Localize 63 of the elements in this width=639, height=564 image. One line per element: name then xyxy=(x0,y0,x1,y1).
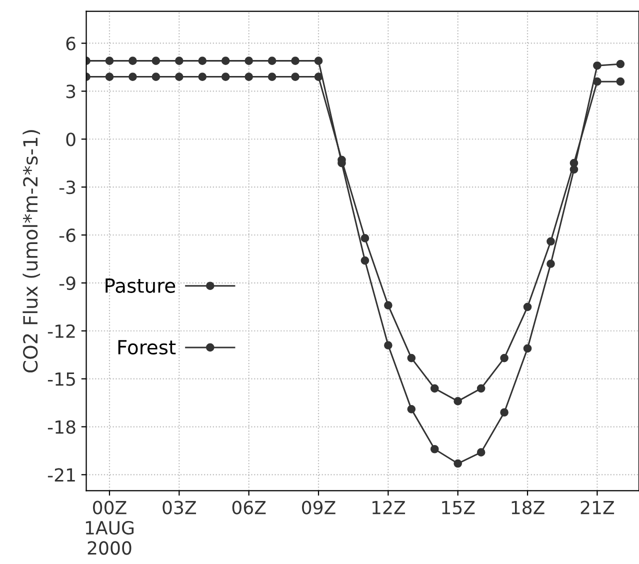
point xyxy=(314,56,323,65)
point xyxy=(174,56,184,65)
point xyxy=(476,448,486,456)
y-tick-label: 0 xyxy=(66,132,76,146)
point xyxy=(546,260,555,268)
point xyxy=(407,405,416,414)
y-tick-label: -15 xyxy=(48,372,75,386)
point xyxy=(314,72,323,81)
point xyxy=(128,56,137,65)
y-tick-label: -3 xyxy=(59,180,76,194)
y-axis-title: CO2 Flux (umol*m-2*s-1) xyxy=(22,130,40,372)
point xyxy=(593,61,602,70)
point xyxy=(500,354,508,362)
y-tick-label: -12 xyxy=(48,324,75,338)
x-tick-label: 12Z xyxy=(372,500,406,514)
legend-label: Pasture xyxy=(106,278,176,293)
point xyxy=(407,354,416,362)
point xyxy=(430,384,439,393)
point xyxy=(360,234,370,242)
point xyxy=(546,237,555,246)
point xyxy=(291,72,300,81)
point xyxy=(616,60,625,68)
point xyxy=(152,56,160,65)
point xyxy=(360,256,370,265)
x-tick-label: 06Z xyxy=(232,500,266,514)
x-tick-label: 09Z xyxy=(302,500,336,514)
y-tick-label: 6 xyxy=(66,36,76,50)
x-tick-label: 18Z xyxy=(512,500,544,514)
point xyxy=(152,72,160,81)
point xyxy=(384,301,392,310)
point xyxy=(268,72,276,81)
point xyxy=(221,56,230,65)
point xyxy=(198,72,207,81)
point xyxy=(291,56,300,65)
point xyxy=(244,56,253,65)
y-tick-label: 3 xyxy=(66,84,76,98)
point xyxy=(174,72,184,81)
point xyxy=(454,397,462,406)
point xyxy=(384,341,392,350)
x-tick-label: 21Z xyxy=(580,500,614,514)
y-tick-label: -9 xyxy=(59,276,76,290)
x-tick-label: 00Z 1AUG 2000 xyxy=(86,500,134,555)
y-tick-label: -18 xyxy=(48,420,76,434)
x-tick-label: 03Z xyxy=(162,500,196,514)
point xyxy=(430,444,439,454)
point xyxy=(105,56,114,65)
legend-label: Forest xyxy=(118,340,176,355)
point xyxy=(523,344,532,353)
point xyxy=(500,408,508,417)
x-tick-label: 15Z xyxy=(442,500,475,514)
point xyxy=(476,384,486,393)
point xyxy=(221,72,230,81)
point xyxy=(268,56,276,65)
point xyxy=(105,72,114,81)
point xyxy=(454,459,462,468)
point xyxy=(570,165,578,174)
y-tick-label: -6 xyxy=(59,228,76,242)
point xyxy=(523,302,532,312)
point xyxy=(616,77,625,86)
point xyxy=(198,56,207,65)
y-tick-label: -21 xyxy=(48,468,75,482)
point xyxy=(244,72,253,81)
point xyxy=(128,72,137,81)
